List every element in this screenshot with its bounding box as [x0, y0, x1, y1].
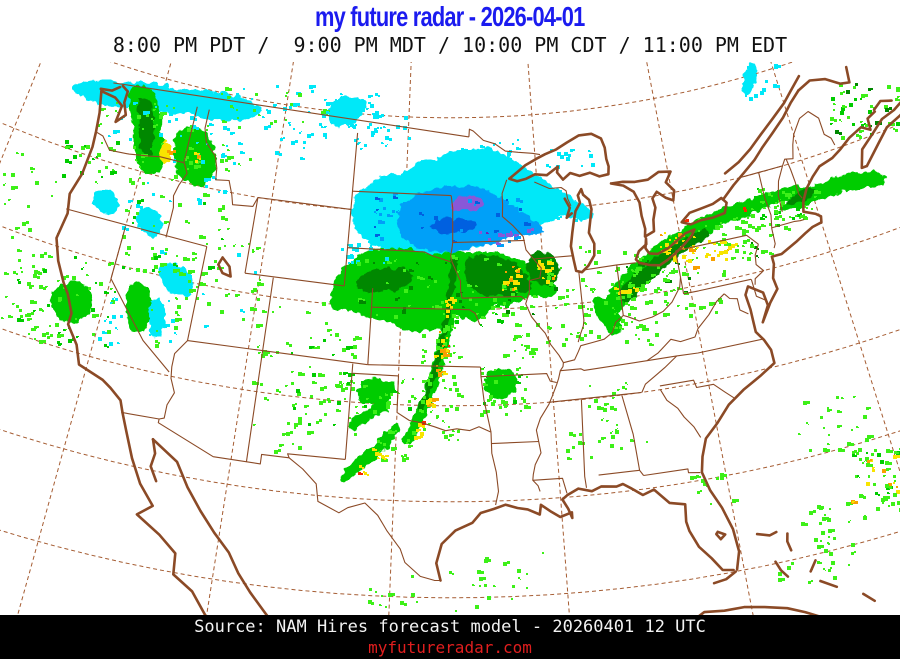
valid-times-caption: 8:00 PM PDT / 9:00 PM MDT / 10:00 PM CDT… [112, 33, 788, 57]
radar-map-container [0, 62, 900, 615]
source-caption: Source: NAM Hires forecast model - 20260… [194, 617, 706, 637]
coastline-layer [55, 65, 900, 615]
radar-map [0, 62, 900, 615]
page-title-text: my future radar - 2026-04-01 [315, 1, 585, 32]
page-title: my future radar - 2026-04-01 [0, 3, 900, 31]
website-caption: myfutureradar.com [368, 638, 532, 657]
header: my future radar - 2026-04-01 8:00 PM PDT… [0, 0, 900, 62]
footer-bar: Source: NAM Hires forecast model - 20260… [0, 615, 900, 659]
graticule-layer [0, 62, 900, 615]
state-borders-layer [66, 82, 836, 582]
